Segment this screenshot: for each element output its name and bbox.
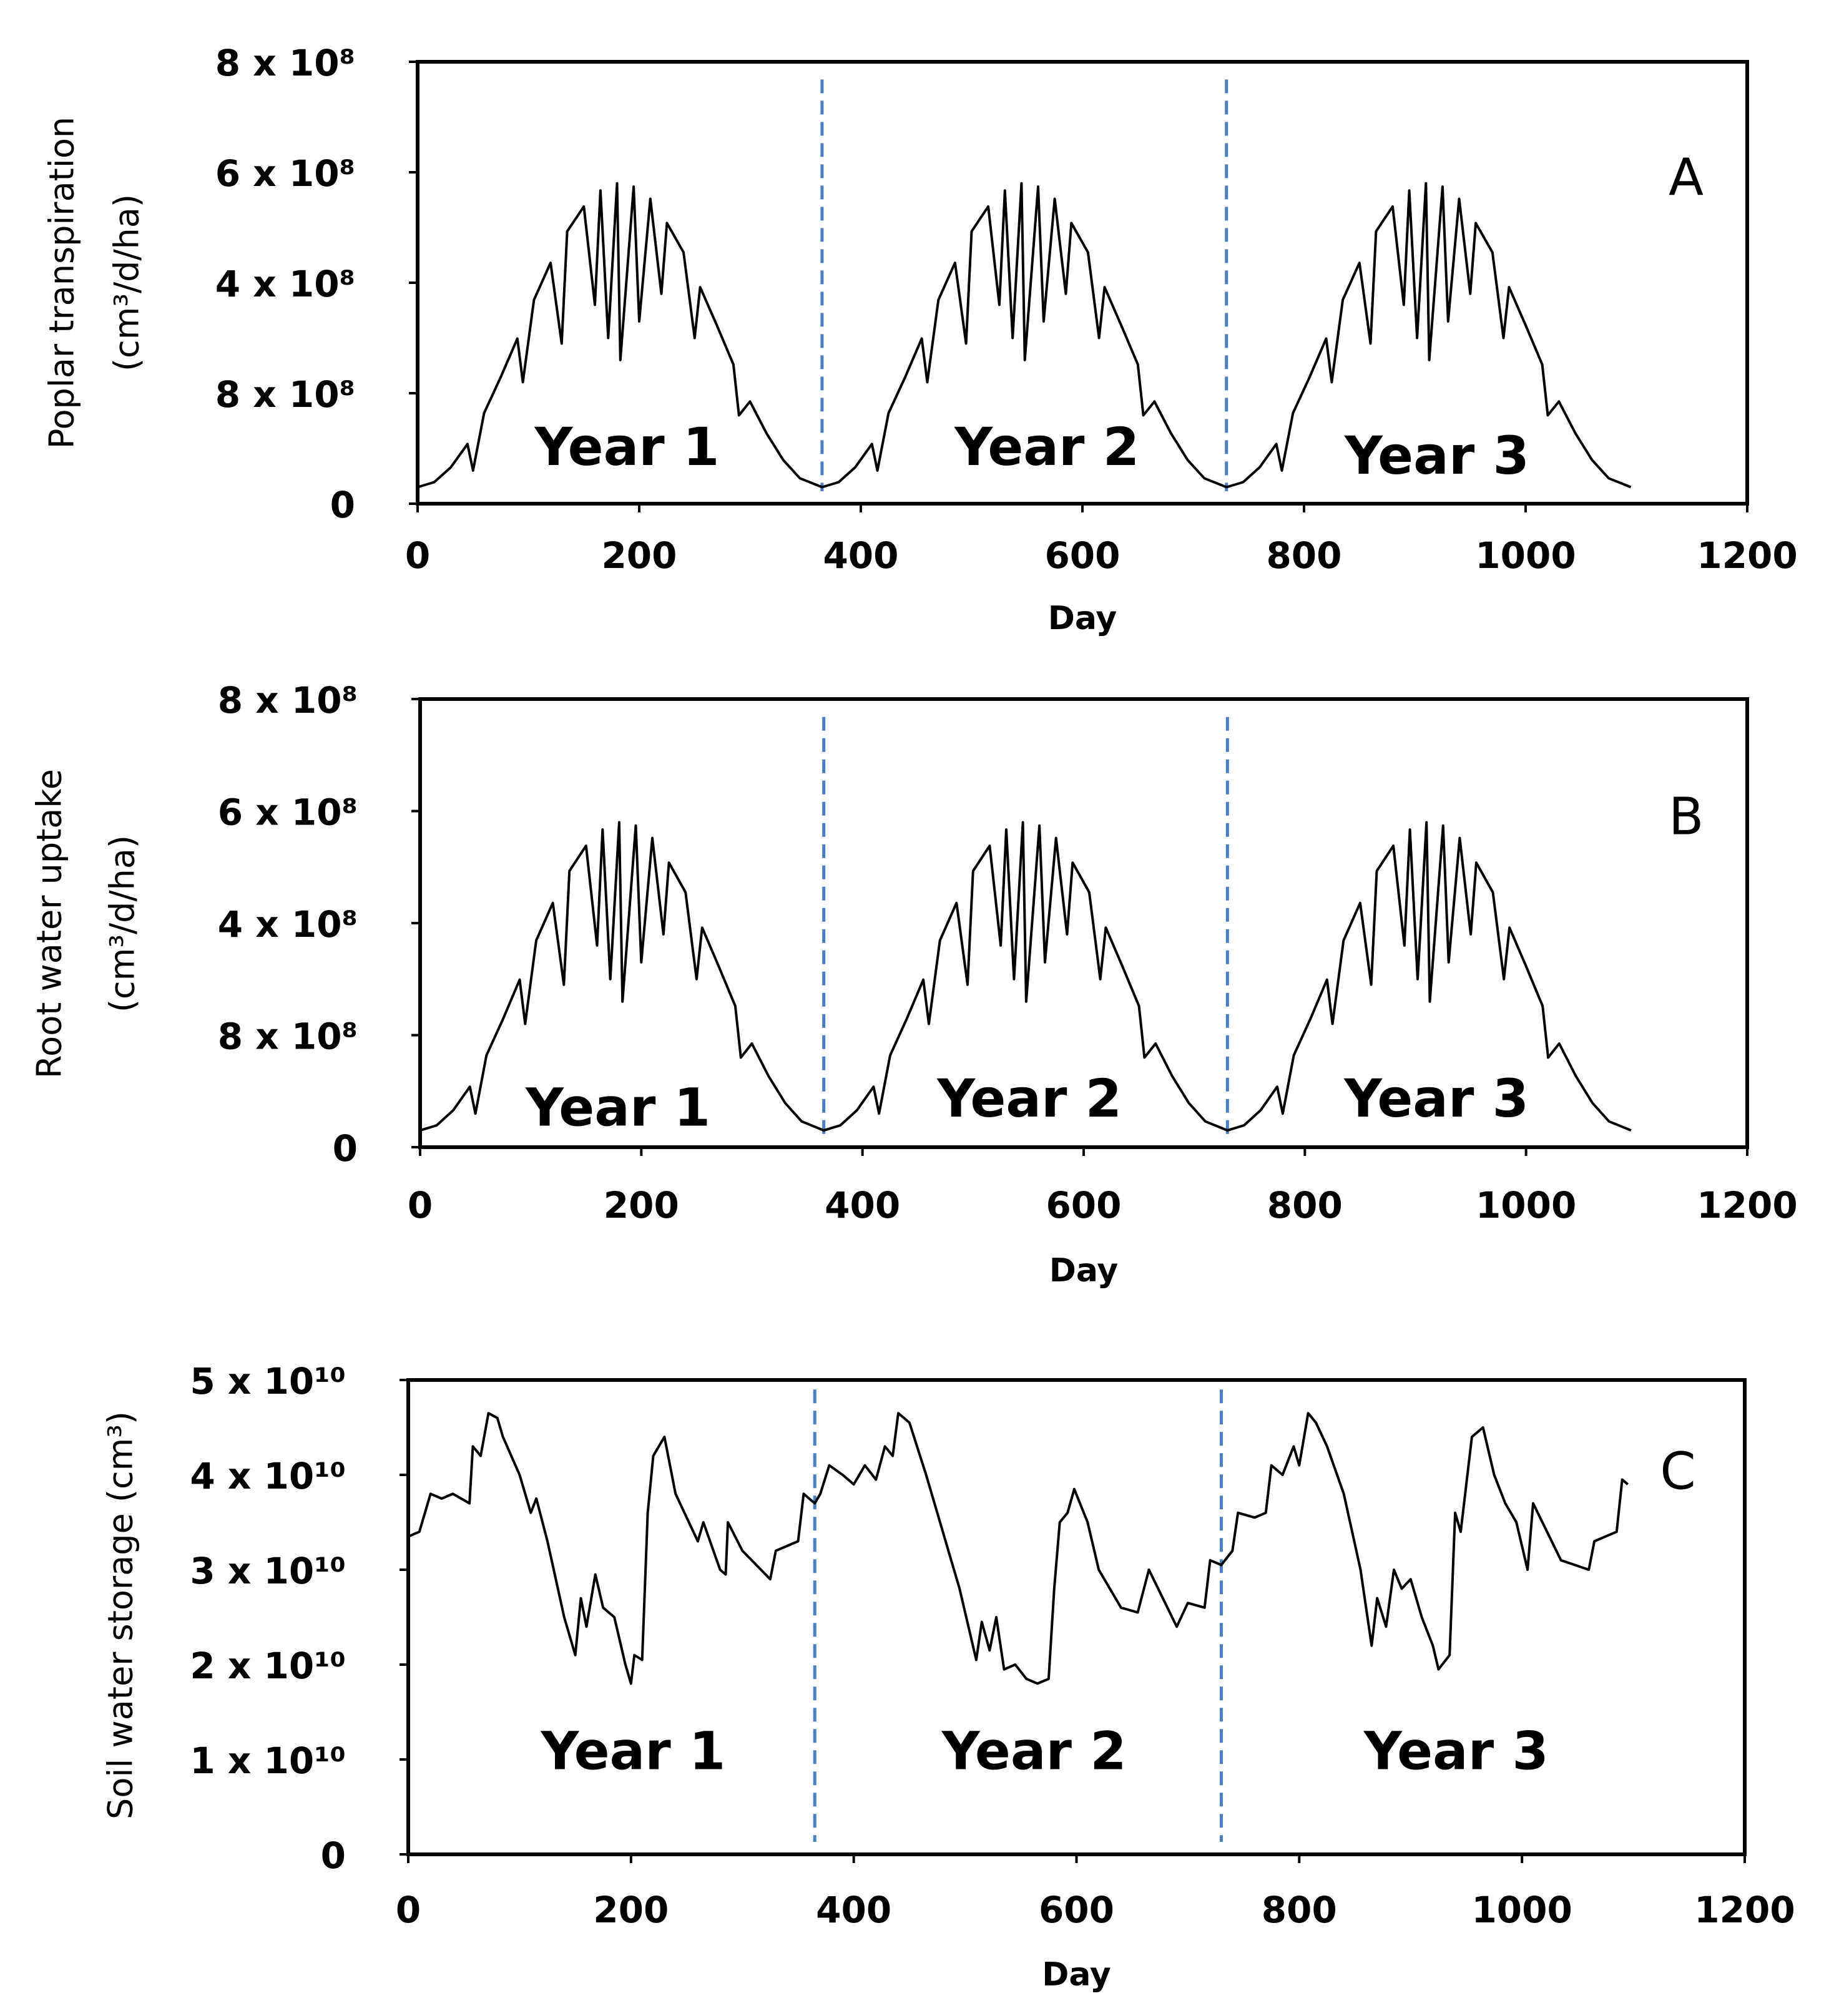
x-tick-label: 1000	[1476, 1184, 1576, 1226]
x-tick-label: 400	[816, 1889, 891, 1931]
x-tick-label: 200	[593, 1889, 669, 1931]
x-tick-label: 800	[1262, 1889, 1337, 1931]
year-label: Year 2	[954, 416, 1139, 477]
panel-label: C	[1660, 1442, 1695, 1501]
y-tick-label: 8 x 10⁸	[215, 42, 355, 84]
y-axis-title: (cm³/d/ha)	[107, 194, 147, 371]
data-line	[419, 821, 1632, 1132]
y-tick-label: 6 x 10⁸	[215, 152, 355, 195]
y-tick-label: 4 x 10⁸	[218, 903, 358, 946]
y-tick-label: 4 x 10⁸	[215, 263, 355, 305]
x-tick-label: 800	[1266, 534, 1341, 577]
x-tick-label: 0	[396, 1889, 421, 1931]
year-label: Year 2	[936, 1068, 1122, 1129]
x-tick-label: 400	[823, 534, 898, 577]
x-tick-label: 200	[604, 1184, 679, 1226]
data-line	[417, 182, 1632, 489]
x-tick-label: 0	[408, 1184, 433, 1226]
year-label: Year 3	[1344, 425, 1529, 486]
y-tick-label: 0	[321, 1834, 346, 1877]
y-axis-title: Poplar transpiration	[42, 117, 82, 449]
x-tick-label: 1200	[1697, 1184, 1797, 1226]
plot-frame	[416, 60, 1749, 506]
x-tick-label: 200	[601, 534, 677, 577]
panel-label: A	[1669, 149, 1704, 208]
plot-frame	[406, 1378, 1747, 1856]
year-label: Year 1	[534, 416, 720, 477]
x-axis-title: Day	[1049, 1252, 1119, 1289]
year-label: Year 3	[1363, 1720, 1549, 1781]
x-tick-label: 600	[1046, 1184, 1121, 1226]
x-tick-label: 1000	[1475, 534, 1576, 577]
y-tick-label: 6 x 10⁸	[218, 791, 358, 834]
y-axis-title: (cm³/d/ha)	[103, 835, 142, 1012]
x-axis-title: Day	[1048, 600, 1117, 637]
data-line	[408, 1412, 1629, 1685]
y-tick-label: 8 x 10⁸	[215, 373, 355, 416]
y-axis-title: Root water uptake	[30, 769, 69, 1079]
panel-label: B	[1669, 787, 1704, 846]
x-tick-label: 1200	[1694, 1889, 1795, 1931]
y-tick-label: 3 x 10¹⁰	[190, 1550, 346, 1592]
y-tick-label: 2 x 10¹⁰	[190, 1645, 346, 1687]
year-label: Year 3	[1343, 1068, 1529, 1129]
x-tick-label: 800	[1267, 1184, 1343, 1226]
x-tick-label: 400	[825, 1184, 900, 1226]
year-label: Year 1	[540, 1720, 725, 1781]
x-tick-label: 1000	[1471, 1889, 1572, 1931]
year-label: Year 2	[941, 1720, 1127, 1781]
x-axis-title: Day	[1042, 1956, 1111, 1994]
y-tick-label: 8 x 10⁸	[218, 679, 358, 722]
y-axis-title: Soil water storage (cm³)	[101, 1411, 140, 1819]
year-label: Year 1	[525, 1077, 710, 1138]
y-tick-label: 1 x 10¹⁰	[190, 1740, 346, 1782]
y-tick-label: 8 x 10⁸	[218, 1015, 358, 1058]
x-tick-label: 0	[405, 534, 430, 577]
x-tick-label: 600	[1039, 1889, 1114, 1931]
plot-frame	[418, 697, 1749, 1149]
y-tick-label: 0	[330, 484, 355, 526]
x-tick-label: 1200	[1697, 534, 1797, 577]
y-tick-label: 5 x 10¹⁰	[190, 1360, 346, 1402]
y-tick-label: 4 x 10¹⁰	[190, 1455, 346, 1497]
y-tick-label: 0	[333, 1127, 358, 1170]
x-tick-label: 600	[1044, 534, 1120, 577]
